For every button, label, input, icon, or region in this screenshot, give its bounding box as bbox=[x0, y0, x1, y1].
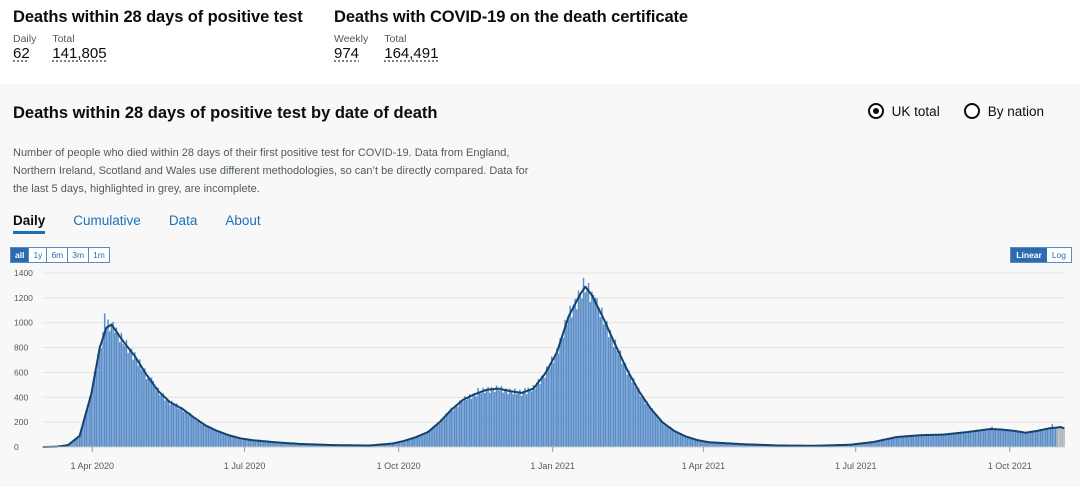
range-selector: all 1y 6m 3m 1m bbox=[10, 247, 110, 263]
range-1m-button[interactable]: 1m bbox=[88, 248, 109, 262]
scale-selector: Linear Log bbox=[1010, 247, 1072, 263]
metric-weekly: Weekly 974 bbox=[334, 33, 368, 63]
metric-value[interactable]: 974 bbox=[334, 45, 360, 62]
metric-label: Weekly bbox=[334, 33, 369, 45]
chart-card: Deaths within 28 days of positive test b… bbox=[0, 84, 1080, 487]
metric-label: Total bbox=[52, 33, 75, 45]
metric-total: Total 141,805 bbox=[52, 33, 106, 63]
area-type-radio-group: UK total By nation bbox=[867, 103, 1044, 119]
range-3m-button[interactable]: 3m bbox=[67, 248, 89, 262]
metric-daily: Daily 62 bbox=[13, 33, 36, 63]
scale-log-button[interactable]: Log bbox=[1046, 248, 1071, 262]
metric-label: Daily bbox=[13, 33, 37, 45]
range-6m-button[interactable]: 6m bbox=[46, 248, 68, 262]
metric-value[interactable]: 62 bbox=[13, 45, 30, 62]
scale-linear-button[interactable]: Linear bbox=[1011, 248, 1047, 262]
tab-cumulative[interactable]: Cumulative bbox=[73, 213, 141, 228]
radio-label: By nation bbox=[987, 103, 1044, 119]
card-title: Deaths within 28 days of positive test b… bbox=[13, 104, 438, 122]
radio-by-nation[interactable]: By nation bbox=[963, 103, 1044, 119]
radio-unselected-icon bbox=[963, 103, 980, 119]
metric-value[interactable]: 164,491 bbox=[384, 45, 439, 62]
metric-label: Total bbox=[384, 33, 407, 45]
radio-uk-total[interactable]: UK total bbox=[867, 103, 940, 119]
tab-about[interactable]: About bbox=[225, 213, 261, 228]
chart-description: Number of people who died within 28 days… bbox=[13, 147, 529, 195]
metric-total: Total 164,491 bbox=[384, 33, 438, 63]
metric-value[interactable]: 141,805 bbox=[52, 45, 107, 62]
tab-data[interactable]: Data bbox=[168, 213, 198, 228]
range-all-button[interactable]: all bbox=[11, 248, 29, 262]
radio-selected-icon bbox=[867, 103, 884, 119]
radio-label: UK total bbox=[891, 103, 940, 119]
chart-tabs: Daily Cumulative Data About bbox=[13, 213, 261, 234]
headline-death-certificate: Deaths with COVID-19 on the death certif… bbox=[334, 8, 688, 63]
headline-title: Deaths with COVID-19 on the death certif… bbox=[334, 8, 688, 26]
tab-daily[interactable]: Daily bbox=[13, 213, 46, 234]
headline-title: Deaths within 28 days of positive test bbox=[13, 8, 303, 26]
headline-deaths-28-days: Deaths within 28 days of positive test D… bbox=[13, 8, 303, 63]
range-1y-button[interactable]: 1y bbox=[28, 248, 47, 262]
